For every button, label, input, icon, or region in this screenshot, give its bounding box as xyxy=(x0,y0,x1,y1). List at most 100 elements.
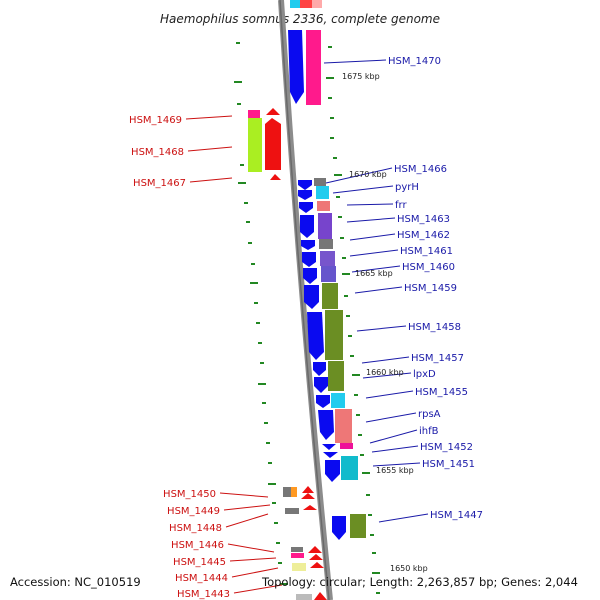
gene-hsm-1447-box xyxy=(350,514,366,538)
reverse-strand-genes xyxy=(248,108,327,600)
gene-hsm-1457-arrow[interactable] xyxy=(313,362,326,376)
gene-hsm-1466-arrow[interactable] xyxy=(298,180,312,190)
gene-hsm-1448-box xyxy=(285,508,299,514)
gene-hsm-1448-arrow[interactable] xyxy=(303,505,317,510)
gene-hsm-1455-box xyxy=(331,393,345,408)
gene-hsm-1450-arrow[interactable] xyxy=(302,486,314,493)
gene-hsm-1458-box xyxy=(325,310,343,360)
gene-pyrh-arrow[interactable] xyxy=(298,190,312,200)
label-hsm-1463[interactable]: HSM_1463 xyxy=(397,214,450,225)
gene-lpxd-box xyxy=(328,361,344,391)
label-hsm-1458[interactable]: HSM_1458 xyxy=(408,322,461,333)
gene-hsm-1460-arrow[interactable] xyxy=(303,268,317,284)
label-hsm-1467[interactable]: HSM_1467 xyxy=(133,178,186,189)
gene-hsm-1445-arrow[interactable] xyxy=(309,554,323,560)
outer-tick-marks xyxy=(234,42,288,585)
gene-ihfb-arrow[interactable] xyxy=(322,444,336,450)
gene-hsm-1460-box xyxy=(321,266,336,282)
scale-label-1650: 1650 kbp xyxy=(390,564,428,573)
gene-rpsa-box xyxy=(335,409,352,443)
gene-frr-arrow[interactable] xyxy=(299,202,313,213)
gene-hsm-1446-box xyxy=(291,547,303,552)
label-pyrh[interactable]: pyrH xyxy=(395,182,419,193)
gene-hsm-1458-arrow[interactable] xyxy=(307,312,324,360)
gene-hsm-1463-arrow[interactable] xyxy=(300,215,314,238)
scale-label-1665: 1665 kbp xyxy=(355,269,393,278)
genome-summary-text: Topology: circular; Length: 2,263,857 bp… xyxy=(262,575,578,589)
accession-text: Accession: NC_010519 xyxy=(10,575,141,589)
reverse-leader-lines xyxy=(185,115,283,594)
gene-hsm-1446-arrow[interactable] xyxy=(308,546,322,553)
genome-backbone-edge xyxy=(279,0,330,600)
gene-hsm-1463-box xyxy=(318,213,332,239)
gene-hsm-1449-arrow[interactable] xyxy=(301,493,315,499)
label-hsm-1447[interactable]: HSM_1447 xyxy=(430,510,483,521)
label-hsm-1446[interactable]: HSM_1446 xyxy=(171,540,224,551)
scale-label-1655: 1655 kbp xyxy=(376,466,414,475)
gene-hsm-1467-arrow[interactable] xyxy=(270,174,281,180)
gene-hsm-1455-arrow[interactable] xyxy=(316,395,330,408)
gene-top-box-cyan xyxy=(290,0,300,8)
gene-hsm-1468-box xyxy=(248,118,262,172)
gene-rpsa-arrow[interactable] xyxy=(318,410,334,440)
gene-hsm-1444-arrow[interactable] xyxy=(310,562,324,568)
gene-hsm-1469-box xyxy=(248,110,260,118)
gene-hsm-1445-box xyxy=(291,553,304,558)
gene-pyrh-box xyxy=(316,186,329,199)
label-ihfb[interactable]: ihfB xyxy=(419,426,439,437)
label-hsm-1452[interactable]: HSM_1452 xyxy=(420,442,473,453)
gene-top-box-red xyxy=(300,0,312,8)
scale-label-1675: 1675 kbp xyxy=(342,72,380,81)
gene-hsm-1469-arrow[interactable] xyxy=(266,108,280,115)
label-hsm-1460[interactable]: HSM_1460 xyxy=(402,262,455,273)
gene-hsm-1451-arrow[interactable] xyxy=(325,460,340,482)
label-hsm-1457[interactable]: HSM_1457 xyxy=(411,353,464,364)
gene-ihfb-box xyxy=(340,443,353,449)
label-hsm-1455[interactable]: HSM_1455 xyxy=(415,387,468,398)
label-hsm-1459[interactable]: HSM_1459 xyxy=(404,283,457,294)
gene-hsm-1461-arrow[interactable] xyxy=(302,252,316,267)
label-hsm-1468[interactable]: HSM_1468 xyxy=(131,147,184,158)
label-hsm-1450[interactable]: HSM_1450 xyxy=(163,489,216,500)
gene-hsm-1459-arrow[interactable] xyxy=(304,285,319,309)
gene-hsm-1443-arrow[interactable] xyxy=(314,592,327,600)
label-hsm-1451[interactable]: HSM_1451 xyxy=(422,459,475,470)
gene-hsm-1459-box xyxy=(322,283,338,309)
gene-hsm-1451-box xyxy=(341,456,358,480)
label-frr[interactable]: frr xyxy=(395,200,407,211)
label-hsm-1461[interactable]: HSM_1461 xyxy=(400,246,453,257)
gene-hsm-1444-box xyxy=(292,563,306,571)
label-hsm-1466[interactable]: HSM_1466 xyxy=(394,164,447,175)
label-hsm-1462[interactable]: HSM_1462 xyxy=(397,230,450,241)
genome-title: Haemophilus somnus 2336, complete genome xyxy=(160,12,440,26)
label-lpxd[interactable]: lpxD xyxy=(413,369,436,380)
gene-hsm-1466-box xyxy=(314,178,326,186)
gene-hsm-1470-cog-box xyxy=(306,30,321,105)
gene-hsm-1443-box xyxy=(296,594,312,600)
gene-hsm-1468-arrow[interactable] xyxy=(265,118,281,170)
gene-top-box-pink xyxy=(312,0,322,8)
gene-hsm-1470-arrow[interactable] xyxy=(288,30,304,104)
label-hsm-1444[interactable]: HSM_1444 xyxy=(175,573,228,584)
label-hsm-1448[interactable]: HSM_1448 xyxy=(169,523,222,534)
gene-lpxd-arrow[interactable] xyxy=(314,377,328,393)
label-hsm-1470[interactable]: HSM_1470 xyxy=(388,56,441,67)
label-hsm-1445[interactable]: HSM_1445 xyxy=(173,557,226,568)
forward-strand-genes xyxy=(288,0,366,540)
label-hsm-1443[interactable]: HSM_1443 xyxy=(177,589,230,600)
scale-labels: 1675 kbp 1670 kbp 1665 kbp 1660 kbp 1655… xyxy=(342,72,428,573)
gene-hsm-1452-arrow[interactable] xyxy=(323,452,338,458)
gene-hsm-1462-box xyxy=(319,239,333,249)
label-hsm-1469[interactable]: HSM_1469 xyxy=(129,115,182,126)
gene-hsm-1462-arrow[interactable] xyxy=(301,240,315,250)
genome-backbone xyxy=(278,0,333,600)
label-rpsa[interactable]: rpsA xyxy=(418,409,441,420)
forward-leader-lines xyxy=(323,59,429,523)
label-hsm-1449[interactable]: HSM_1449 xyxy=(167,506,220,517)
gene-frr-box xyxy=(317,201,330,211)
gene-hsm-1447-arrow[interactable] xyxy=(332,516,346,540)
gene-hsm-1450-box-b xyxy=(291,487,297,497)
reverse-gene-labels: HSM_1469 HSM_1468 HSM_1467 HSM_1450 HSM_… xyxy=(129,115,230,600)
